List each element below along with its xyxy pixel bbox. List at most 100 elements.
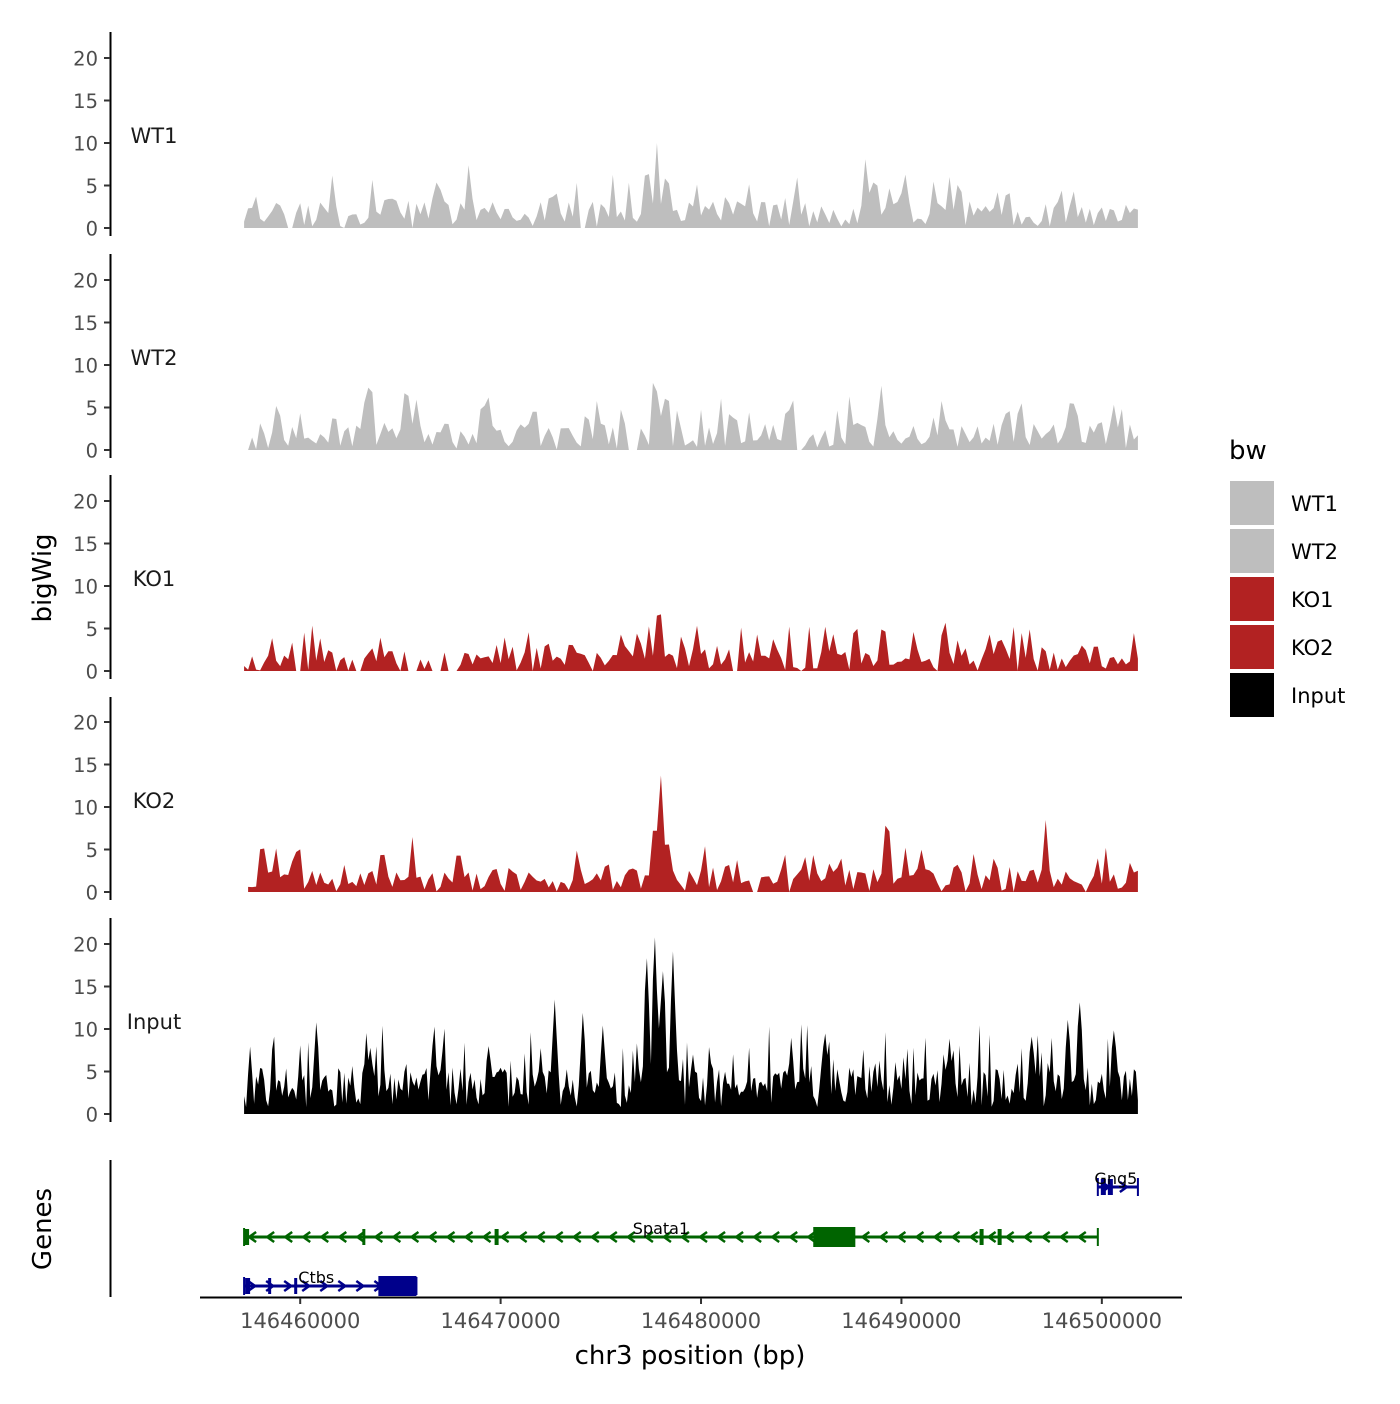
strand-arrow [571,1230,582,1244]
legend-label: WT1 [1291,492,1338,516]
strand-arrow [391,1230,402,1244]
strand-arrow [1022,1230,1033,1244]
y-tick-label: 0 [86,882,98,905]
gene-exon [294,1278,298,1294]
gene-exon [1107,1179,1113,1195]
strand-arrow [283,1279,294,1293]
x-tick-label: 146480000 [641,1309,761,1333]
strand-arrow [463,1230,474,1244]
strand-arrow [589,1230,600,1244]
strand-arrow [625,1230,636,1244]
legend-swatch [1230,481,1274,525]
strand-arrow [715,1230,726,1244]
gene-exon [997,1229,1002,1245]
strand-arrow [319,1279,330,1293]
strand-arrow [751,1230,762,1244]
strand-arrow [878,1230,889,1244]
y-tick-label: 10 [73,797,98,820]
y-tick-label: 0 [86,218,98,241]
legend-entry-wt2: WT2 [1230,529,1338,573]
strand-arrow [950,1230,961,1244]
legend-swatch [1230,529,1274,573]
y-tick-label: 10 [73,576,98,599]
strand-arrow [301,1279,312,1293]
x-axis-title: chr3 position (bp) [575,1341,806,1371]
gene-spata1: Spata1 [243,1219,1099,1247]
strand-arrow [283,1230,293,1244]
y-tick-label: 20 [73,48,98,71]
y-tick-label: 20 [73,712,98,735]
strand-arrow [1058,1230,1069,1244]
y-tick-label: 20 [73,934,98,957]
y-tick-label: 20 [73,270,98,293]
y-tick-label: 15 [73,533,98,556]
legend-swatch [1230,625,1274,669]
bigwig-tracks: 0 5 10 15 20 WT1 0 5 10 15 20 WT2 0 5 10 15 20 KO1 0 5 10 15 2… [73,32,1138,1127]
strand-arrow [301,1230,311,1244]
strand-arrow [535,1230,546,1244]
gene-ctbs: Ctbs [243,1268,418,1296]
signal-area-input [244,937,1138,1114]
strand-arrow [607,1230,618,1244]
strand-arrow [986,1230,997,1244]
track-label: WT1 [131,124,178,148]
gene-label: Ctbs [298,1268,334,1287]
gene-gng5: Gng5 [1094,1169,1139,1196]
track-label: WT2 [131,346,178,370]
x-tick-label: 146460000 [240,1309,360,1333]
strand-arrow [968,1230,979,1244]
track-label: KO2 [133,789,176,813]
y-tick-label: 5 [86,1061,98,1084]
strand-arrow [1076,1230,1087,1244]
strand-arrow [679,1230,690,1244]
x-tick-label: 146500000 [1042,1309,1162,1333]
y-tick-label: 20 [73,491,98,514]
strand-arrow [445,1230,456,1244]
legend-label: KO1 [1291,588,1334,612]
legend-entry-input: Input [1230,673,1345,717]
strand-arrow [247,1279,258,1293]
legend: bw WT1 WT2 KO1 KO2 Input [1229,436,1345,717]
gene-exon [268,1278,272,1294]
y-tick-label: 0 [86,440,98,463]
strand-arrow [264,1230,275,1244]
strand-arrow [337,1230,348,1244]
strand-arrow [553,1230,564,1244]
legend-entry-ko2: KO2 [1230,625,1334,669]
legend-swatch [1230,673,1274,717]
strand-arrow [1119,1180,1130,1194]
legend-label: Input [1291,684,1345,708]
y-tick-label: 10 [73,1019,98,1042]
legend-title: bw [1229,436,1267,466]
track-ko1: 0 5 10 15 20 KO1 [73,475,1138,684]
strand-arrow [355,1279,366,1293]
strand-arrow [427,1230,438,1244]
gene-track: Ctbs Spata1 Gng5 [109,1160,1139,1297]
gene-exon [244,1229,250,1245]
strand-arrow [643,1230,654,1244]
gene-exon [1100,1179,1106,1195]
strand-arrow [337,1279,348,1293]
y-tick-label: 0 [86,1104,98,1127]
track-label: KO1 [133,567,176,591]
y-tick-label: 15 [73,976,98,999]
track-label: Input [127,1010,181,1034]
gene-exon [979,1229,984,1245]
strand-arrow [914,1230,925,1244]
gene-exon [362,1229,366,1245]
gene-label: Gng5 [1094,1169,1137,1188]
y-tick-label: 15 [73,312,98,335]
strand-arrow [1040,1230,1051,1244]
strand-arrow [1004,1230,1015,1244]
legend-entry-wt1: WT1 [1230,481,1338,525]
y-tick-label: 5 [86,618,98,641]
signal-area-wt1 [244,143,1138,228]
strand-arrow [517,1230,528,1244]
gene-exon-coding [813,1227,856,1247]
y-tick-label: 5 [86,175,98,198]
strand-arrow [355,1230,366,1244]
track-wt1: 0 5 10 15 20 WT1 [73,32,1138,241]
signal-area-wt2 [244,382,1138,450]
signal-area-ko2 [248,775,1138,892]
